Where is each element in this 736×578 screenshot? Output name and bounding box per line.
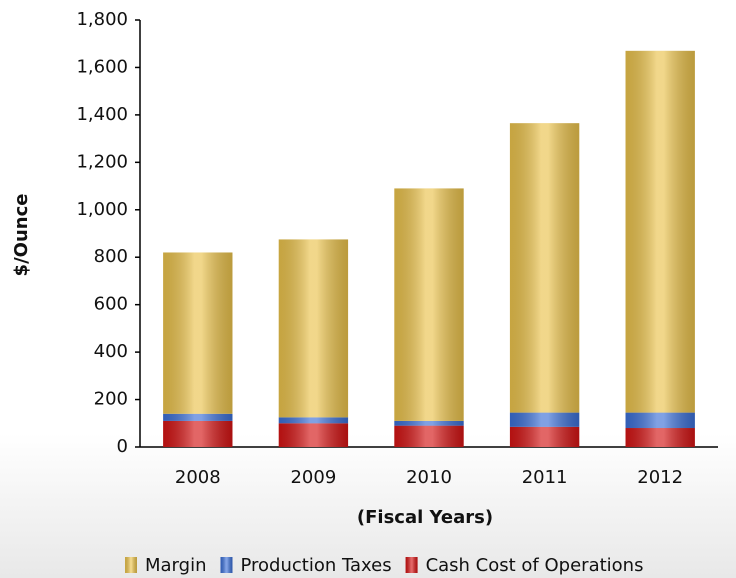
bar-shine: [509, 123, 580, 413]
bar-shine: [163, 420, 233, 447]
x-tick-label: 2008: [175, 467, 221, 488]
y-axis-title: $/Ounce: [11, 194, 32, 277]
y-tick-label: 1,800: [76, 9, 128, 30]
x-axis-title: (Fiscal Years): [357, 507, 493, 528]
bar-shine: [163, 413, 233, 421]
y-tick-label: 1,600: [76, 56, 128, 77]
bar-shine: [394, 188, 464, 421]
bar-shine: [625, 412, 695, 429]
bar-shine: [163, 252, 233, 414]
legend-swatch-shine: [220, 557, 233, 573]
bar-shine: [625, 50, 695, 413]
legend-label: Production Taxes: [240, 555, 391, 576]
bar-shine: [394, 425, 464, 447]
y-tick-label: 1,400: [76, 104, 128, 125]
y-tick-label: 800: [94, 246, 128, 267]
y-tick-label: 1,200: [76, 151, 128, 172]
x-tick-label: 2011: [522, 467, 568, 488]
bar-shine: [509, 426, 580, 447]
y-tick-label: 0: [117, 436, 128, 457]
bar-shine: [278, 239, 349, 418]
legend-label: Margin: [145, 555, 206, 576]
y-tick-label: 200: [94, 389, 128, 410]
x-tick-label: 2009: [290, 467, 336, 488]
y-tick-label: 600: [94, 294, 128, 315]
legend-label: Cash Cost of Operations: [426, 555, 644, 576]
bar-shine: [625, 428, 695, 447]
y-tick-label: 400: [94, 341, 128, 362]
bar-shine: [394, 420, 464, 426]
y-tick-label: 1,000: [76, 199, 128, 220]
bar-shine: [509, 412, 580, 427]
legend-swatch-shine: [125, 557, 137, 573]
x-tick-label: 2012: [637, 467, 683, 488]
legend-swatch-shine: [405, 557, 418, 573]
bar-shine: [278, 417, 349, 424]
bar-shine: [278, 423, 349, 447]
x-tick-label: 2010: [406, 467, 452, 488]
